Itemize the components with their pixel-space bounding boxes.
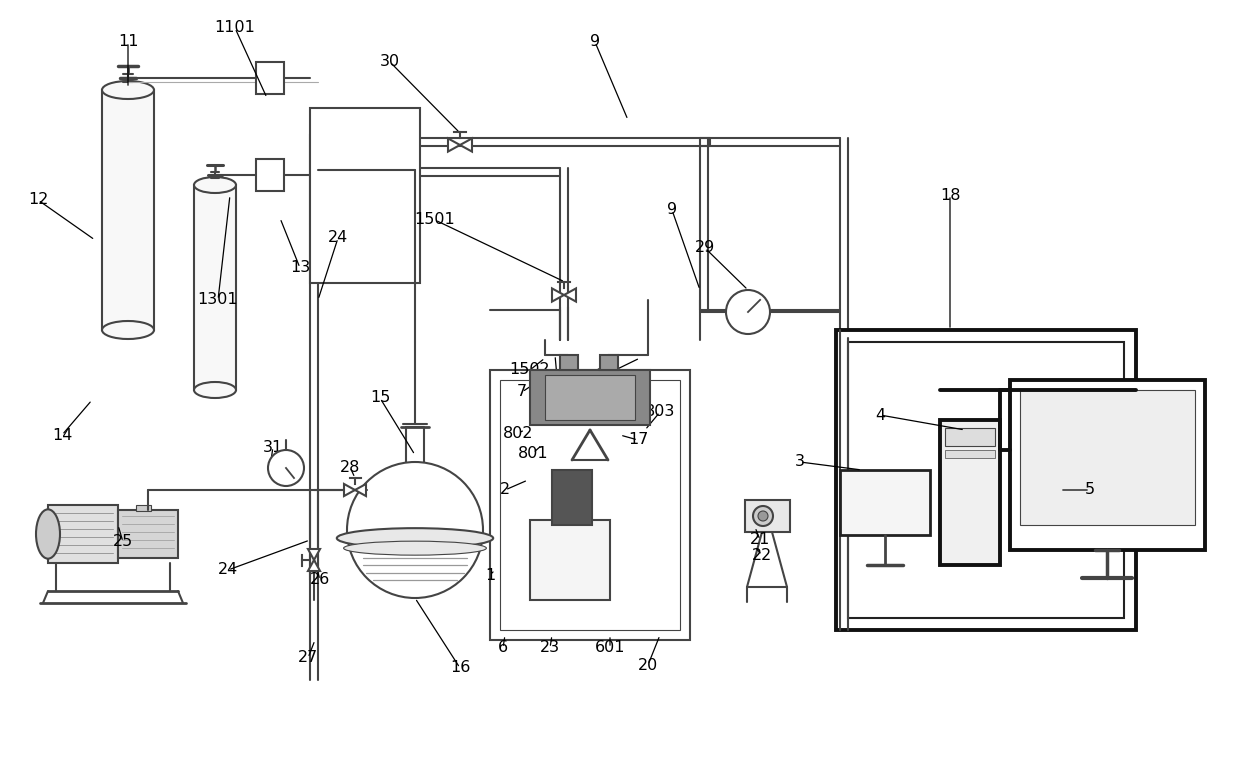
Polygon shape — [460, 139, 472, 152]
Bar — [546, 375, 635, 420]
Bar — [136, 505, 151, 511]
Text: 27: 27 — [298, 650, 319, 666]
Text: 24: 24 — [327, 231, 348, 245]
Bar — [945, 450, 994, 458]
Text: 19: 19 — [595, 368, 615, 382]
Bar — [1021, 390, 1195, 525]
Bar — [1011, 380, 1205, 550]
Text: 28: 28 — [340, 460, 360, 474]
Ellipse shape — [337, 528, 494, 548]
Bar — [48, 505, 118, 563]
Ellipse shape — [193, 177, 236, 193]
Text: 20: 20 — [637, 657, 658, 673]
Circle shape — [753, 506, 773, 526]
Text: 3: 3 — [795, 454, 805, 470]
Circle shape — [268, 450, 304, 486]
Polygon shape — [564, 289, 577, 302]
Text: 17: 17 — [627, 433, 649, 447]
Bar — [529, 370, 650, 425]
Ellipse shape — [343, 541, 486, 555]
Bar — [552, 470, 591, 525]
Text: 801: 801 — [517, 446, 548, 461]
Text: 13: 13 — [290, 261, 310, 276]
Polygon shape — [448, 139, 460, 152]
Text: 802: 802 — [502, 426, 533, 440]
Text: 15: 15 — [370, 391, 391, 406]
Text: 12: 12 — [27, 193, 48, 207]
Circle shape — [725, 290, 770, 334]
Polygon shape — [343, 484, 355, 496]
Polygon shape — [308, 549, 320, 560]
Text: 31: 31 — [263, 440, 283, 454]
Text: 16: 16 — [450, 660, 470, 676]
Text: 25: 25 — [113, 535, 133, 550]
Bar — [836, 330, 1136, 630]
Bar — [745, 500, 790, 532]
Text: 601: 601 — [595, 641, 625, 656]
Text: 1101: 1101 — [215, 20, 255, 36]
Text: 1301: 1301 — [197, 293, 238, 307]
Polygon shape — [552, 289, 564, 302]
Text: MPa: MPa — [739, 315, 758, 324]
Ellipse shape — [102, 321, 154, 339]
Bar — [193, 185, 236, 390]
Text: 6: 6 — [498, 641, 508, 656]
Ellipse shape — [193, 382, 236, 398]
Ellipse shape — [102, 81, 154, 99]
Text: 11: 11 — [118, 35, 138, 50]
Text: 22: 22 — [751, 547, 773, 563]
Ellipse shape — [36, 509, 60, 559]
Text: 14: 14 — [52, 427, 72, 443]
Text: 9: 9 — [590, 35, 600, 50]
Bar — [500, 380, 680, 630]
Bar — [848, 342, 1123, 618]
Bar — [102, 90, 154, 330]
Bar — [600, 355, 618, 370]
Bar — [118, 510, 179, 558]
Text: 30: 30 — [379, 54, 401, 70]
Text: 5: 5 — [1085, 482, 1095, 498]
Text: 1: 1 — [485, 567, 495, 583]
Text: 2: 2 — [500, 482, 510, 498]
Bar — [255, 159, 284, 191]
Text: 4: 4 — [875, 407, 885, 423]
Bar — [560, 355, 578, 370]
Text: 24: 24 — [218, 563, 238, 577]
Polygon shape — [355, 484, 366, 496]
Bar — [310, 108, 420, 283]
Text: 1501: 1501 — [414, 213, 455, 228]
Bar — [940, 420, 999, 565]
Text: 9: 9 — [667, 203, 677, 217]
Bar — [529, 520, 610, 600]
Text: 21: 21 — [750, 533, 770, 547]
Text: 18: 18 — [940, 187, 960, 203]
Circle shape — [347, 462, 484, 598]
Text: 26: 26 — [310, 573, 330, 587]
Text: 23: 23 — [539, 641, 560, 656]
Bar — [839, 470, 930, 535]
Bar — [490, 370, 689, 640]
Text: 29: 29 — [694, 241, 715, 255]
Text: 1502: 1502 — [510, 362, 551, 378]
Circle shape — [758, 511, 768, 521]
Polygon shape — [308, 560, 320, 571]
Bar — [255, 62, 284, 94]
Bar — [945, 428, 994, 446]
Text: 803: 803 — [645, 405, 676, 420]
Text: 7: 7 — [517, 385, 527, 399]
Text: 10: 10 — [548, 381, 568, 396]
